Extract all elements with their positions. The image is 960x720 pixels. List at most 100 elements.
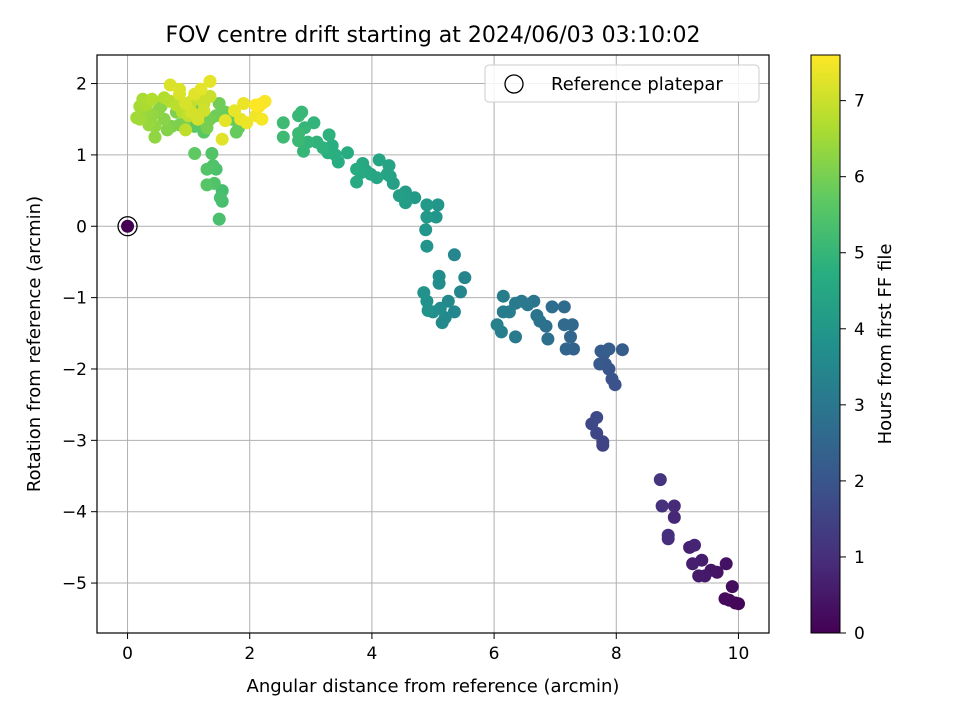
data-point [350, 175, 364, 189]
data-point [205, 147, 219, 160]
data-point [564, 330, 577, 344]
data-point [541, 332, 555, 346]
data-point [667, 510, 681, 524]
colorbar-label: Hours from first FF file [875, 244, 896, 445]
y-tick-label: 1 [76, 146, 87, 166]
y-tick-label: −5 [62, 574, 87, 594]
data-point [667, 499, 681, 513]
x-tick-label: 4 [366, 644, 377, 664]
plot-frame [96, 54, 770, 634]
data-point [421, 304, 435, 317]
data-point [350, 162, 364, 176]
data-point [240, 116, 254, 130]
data-point [692, 569, 706, 583]
x-axis-label: Angular distance from reference (arcmin) [247, 676, 620, 697]
data-point [661, 528, 675, 542]
data-point [530, 309, 544, 322]
data-point [420, 239, 434, 253]
data-point [509, 330, 522, 344]
data-point [341, 146, 354, 160]
y-axis-label: Rotation from reference (arcmin) [24, 196, 45, 492]
data-point [602, 342, 616, 356]
data-point [429, 210, 443, 224]
legend: Reference platepar [484, 64, 760, 103]
y-axis-ticks: −5 −4 −3 −2 −1 0 1 2 [62, 75, 97, 594]
data-point [310, 135, 324, 149]
data-point [229, 125, 243, 139]
data-point [255, 112, 269, 126]
colorbar-tick-label: 3 [854, 396, 865, 416]
data-point [179, 123, 193, 137]
data-point [179, 97, 193, 110]
colorbar-tick-label: 2 [854, 472, 865, 492]
grid-lines [97, 55, 769, 633]
data-point [431, 198, 445, 212]
colorbar-tick-label: 7 [854, 92, 865, 112]
data-point [496, 305, 510, 319]
colorbar-tick-label: 6 [854, 168, 865, 188]
data-point [458, 271, 472, 285]
x-tick-label: 10 [728, 644, 750, 664]
data-point [545, 300, 559, 314]
data-point [590, 411, 604, 424]
data-point [200, 178, 214, 192]
data-point [432, 269, 446, 283]
colorbar-gradient [810, 54, 841, 634]
data-point [593, 357, 607, 371]
data-point [420, 210, 434, 224]
data-point [655, 499, 669, 513]
x-tick-label: 2 [244, 644, 255, 664]
y-tick-label: −1 [62, 289, 87, 309]
data-point [173, 82, 186, 96]
reference-point [117, 216, 138, 237]
data-point [490, 318, 504, 332]
chart-title: FOV centre drift starting at 2024/06/03 … [166, 23, 701, 48]
y-tick-label: −3 [62, 431, 87, 451]
data-point [218, 114, 232, 128]
data-point [237, 97, 251, 110]
data-point [557, 318, 571, 332]
data-point [212, 97, 226, 110]
data-point [559, 342, 573, 356]
data-point [194, 82, 208, 96]
data-point [419, 223, 433, 237]
data-point [200, 121, 214, 135]
reference-point-ring [117, 216, 138, 237]
data-point [203, 89, 217, 103]
x-axis-ticks: 0 2 4 6 8 10 [122, 633, 749, 664]
data-point [215, 132, 229, 146]
data-point [417, 286, 431, 300]
legend-marker-icon [504, 74, 524, 94]
x-tick-label: 0 [122, 644, 133, 664]
data-point [292, 134, 306, 148]
x-tick-label: 8 [611, 644, 622, 664]
y-tick-label: 2 [76, 75, 87, 95]
data-point [292, 109, 306, 123]
data-points [130, 74, 745, 611]
data-point [130, 111, 144, 125]
data-point [615, 343, 629, 357]
y-tick-label: −4 [62, 503, 87, 523]
data-point [435, 316, 449, 330]
data-point [145, 92, 159, 106]
data-point [160, 123, 174, 137]
data-point [322, 128, 336, 142]
colorbar-tick-label: 1 [854, 548, 865, 568]
data-point [718, 592, 732, 606]
y-tick-label: −2 [62, 360, 87, 380]
data-point [372, 153, 386, 167]
x-tick-label: 6 [489, 644, 500, 664]
colorbar-ticks: 0 1 2 3 4 5 6 7 [840, 92, 865, 644]
data-point [213, 191, 227, 205]
reference-point-marker [121, 219, 135, 233]
data-point [392, 189, 406, 203]
data-point [447, 248, 461, 262]
colorbar-tick-label: 5 [854, 244, 865, 264]
legend-box [484, 64, 760, 103]
data-point [557, 300, 571, 314]
data-point [297, 144, 310, 158]
data-point [725, 580, 739, 594]
data-point [686, 557, 700, 571]
data-point [276, 130, 290, 144]
